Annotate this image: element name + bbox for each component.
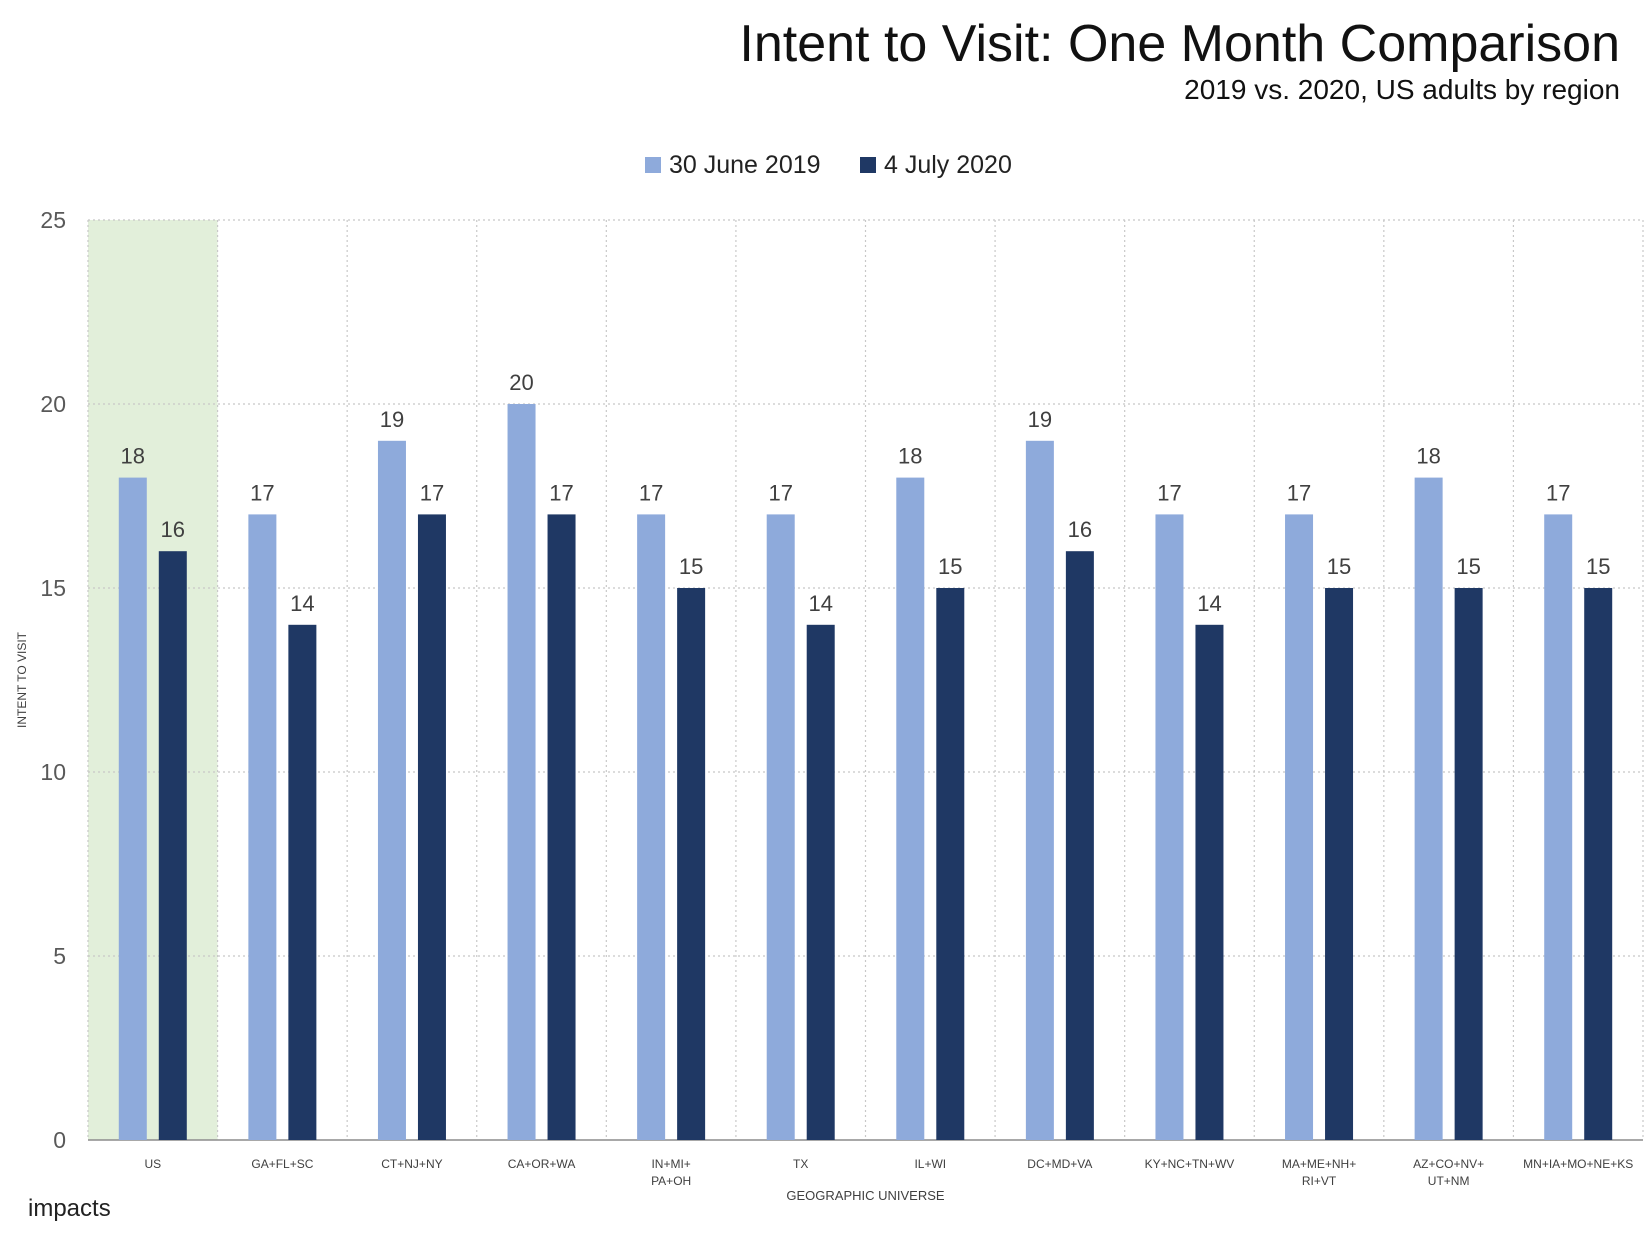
data-label: 17 xyxy=(1157,480,1181,505)
data-label: 15 xyxy=(938,554,962,579)
data-label: 17 xyxy=(768,480,792,505)
data-label: 15 xyxy=(1586,554,1610,579)
y-tick-label: 10 xyxy=(40,759,66,785)
x-tick-label: TX xyxy=(793,1157,808,1171)
data-label: 17 xyxy=(420,480,444,505)
data-label: 16 xyxy=(1068,517,1092,542)
data-label: 15 xyxy=(679,554,703,579)
bar-2019 xyxy=(118,477,147,1141)
bar-2019 xyxy=(1544,514,1573,1140)
data-label: 18 xyxy=(121,444,145,469)
x-tick-label: DC+MD+VA xyxy=(1027,1157,1092,1171)
bar-2020 xyxy=(1065,551,1094,1140)
x-tick-label: AZ+CO+NV+ xyxy=(1413,1157,1484,1171)
bar-2019 xyxy=(766,514,795,1140)
x-tick-label: CA+OR+WA xyxy=(508,1157,576,1171)
bar-2020 xyxy=(288,624,317,1140)
data-label: 17 xyxy=(549,480,573,505)
bar-2019 xyxy=(1414,477,1443,1141)
bar-2020 xyxy=(936,588,965,1140)
y-tick-label: 20 xyxy=(40,391,66,417)
bar-2020 xyxy=(1584,588,1613,1140)
y-axis-title: INTENT TO VISIT xyxy=(15,631,29,728)
x-axis-title: GEOGRAPHIC UNIVERSE xyxy=(786,1188,945,1203)
y-tick-label: 15 xyxy=(40,575,66,601)
data-label: 14 xyxy=(1197,591,1221,616)
data-label: 18 xyxy=(1416,444,1440,469)
bar-2020 xyxy=(677,588,706,1140)
data-label: 18 xyxy=(898,444,922,469)
data-label: 17 xyxy=(639,480,663,505)
bar-2019 xyxy=(1025,440,1054,1140)
brand-logo: impacts xyxy=(28,1195,111,1222)
legend-swatch-2019 xyxy=(645,157,661,173)
data-label: 15 xyxy=(1456,554,1480,579)
chart-title: Intent to Visit: One Month Comparison xyxy=(739,15,1620,73)
x-tick-label: IL+WI xyxy=(914,1157,946,1171)
bar-2020 xyxy=(417,514,446,1140)
data-label: 17 xyxy=(1287,480,1311,505)
x-tick-label: US xyxy=(144,1157,161,1171)
bar-2020 xyxy=(547,514,576,1140)
data-label: 19 xyxy=(380,407,404,432)
data-label: 17 xyxy=(1546,480,1570,505)
data-label: 16 xyxy=(161,517,185,542)
bar-2019 xyxy=(377,440,406,1140)
bar-2019 xyxy=(1155,514,1184,1140)
legend-label: 4 July 2020 xyxy=(884,151,1012,179)
data-label: 20 xyxy=(509,370,533,395)
x-tick-label: MN+IA+MO+NE+KS xyxy=(1523,1157,1633,1171)
x-tick-label: KY+NC+TN+WV xyxy=(1145,1157,1235,1171)
bar-2019 xyxy=(248,514,277,1140)
data-label: 15 xyxy=(1327,554,1351,579)
x-tick-label: IN+MI+ xyxy=(651,1157,690,1171)
x-tick-label: MA+ME+NH+ xyxy=(1282,1157,1356,1171)
x-tick-label: UT+NM xyxy=(1428,1174,1470,1188)
x-tick-label: RI+VT xyxy=(1302,1174,1337,1188)
data-label: 17 xyxy=(250,480,274,505)
bar-2019 xyxy=(896,477,925,1141)
x-tick-label: PA+OH xyxy=(651,1174,691,1188)
highlight-band xyxy=(88,220,218,1140)
bar-2019 xyxy=(637,514,666,1140)
y-tick-label: 25 xyxy=(40,207,66,233)
bar-2019 xyxy=(507,404,536,1140)
data-label: 14 xyxy=(808,591,832,616)
legend-label: 30 June 2019 xyxy=(669,151,821,179)
legend-swatch-2020 xyxy=(860,157,876,173)
y-tick-label: 5 xyxy=(53,943,66,969)
bar-2020 xyxy=(806,624,835,1140)
data-label: 19 xyxy=(1028,407,1052,432)
bar-2020 xyxy=(1454,588,1483,1140)
data-label: 14 xyxy=(290,591,314,616)
bar-2019 xyxy=(1285,514,1314,1140)
bar-2020 xyxy=(158,551,187,1140)
chart-subtitle: 2019 vs. 2020, US adults by region xyxy=(1184,74,1620,105)
bar-2020 xyxy=(1195,624,1224,1140)
x-tick-label: CT+NJ+NY xyxy=(381,1157,442,1171)
y-tick-label: 0 xyxy=(53,1127,66,1153)
x-tick-label: GA+FL+SC xyxy=(251,1157,313,1171)
bar-2020 xyxy=(1325,588,1354,1140)
